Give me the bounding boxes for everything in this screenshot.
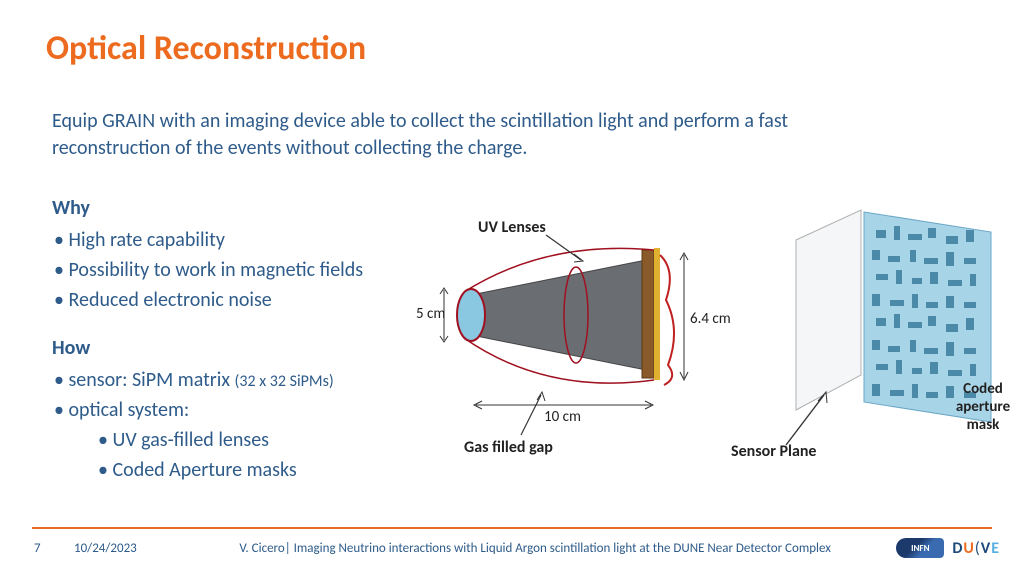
how-item: optical system: xyxy=(70,395,334,425)
why-list: High rate capability Possibility to work… xyxy=(70,225,363,315)
footer: 7 10/24/2023 V. Cicero| Imaging Neutrino… xyxy=(0,534,1024,562)
how-item-detail: (32 x 32 SiPMs) xyxy=(235,372,334,391)
mask-label: Coded aperture mask xyxy=(948,380,1018,434)
how-subitem: Coded Aperture masks xyxy=(114,455,334,485)
mask-label-line: aperture xyxy=(956,398,1010,416)
how-item-text: sensor: SiPM matrix xyxy=(68,368,234,392)
mask-label-line: Coded xyxy=(963,380,1003,398)
dim-10cm: 10 cm xyxy=(544,408,581,426)
how-item: sensor: SiPM matrix (32 x 32 SiPMs) xyxy=(70,365,334,395)
slide-title: Optical Reconstruction xyxy=(46,28,366,69)
footer-logos: INFN DU(VE xyxy=(896,538,1000,558)
why-item: Possibility to work in magnetic fields xyxy=(70,255,363,285)
mask-label-line: mask xyxy=(967,416,1000,434)
footer-author: V. Cicero| Imaging Neutrino interactions… xyxy=(174,541,896,556)
infn-logo: INFN xyxy=(896,538,944,558)
uv-lenses-label: UV Lenses xyxy=(478,218,546,237)
dim-5cm: 5 cm xyxy=(416,305,445,323)
gas-gap-label: Gas filled gap xyxy=(464,438,553,457)
why-heading: Why xyxy=(52,196,90,220)
diagram: UV Lenses 5 cm 6.4 cm 10 cm Gas filled g… xyxy=(416,200,1016,480)
why-item: Reduced electronic noise xyxy=(70,285,363,315)
footer-divider xyxy=(32,527,992,529)
why-item: High rate capability xyxy=(70,225,363,255)
how-subitem: UV gas-filled lenses xyxy=(114,425,334,455)
how-list: sensor: SiPM matrix (32 x 32 SiPMs) opti… xyxy=(70,365,334,485)
intro-text: Equip GRAIN with an imaging device able … xyxy=(52,108,812,162)
footer-date: 10/24/2023 xyxy=(74,541,174,556)
dim-6-4cm: 6.4 cm xyxy=(690,310,731,328)
how-heading: How xyxy=(52,336,90,360)
page-number: 7 xyxy=(34,541,74,556)
sensor-plane-label: Sensor Plane xyxy=(731,442,816,461)
dune-logo: DU(VE xyxy=(952,539,1000,558)
